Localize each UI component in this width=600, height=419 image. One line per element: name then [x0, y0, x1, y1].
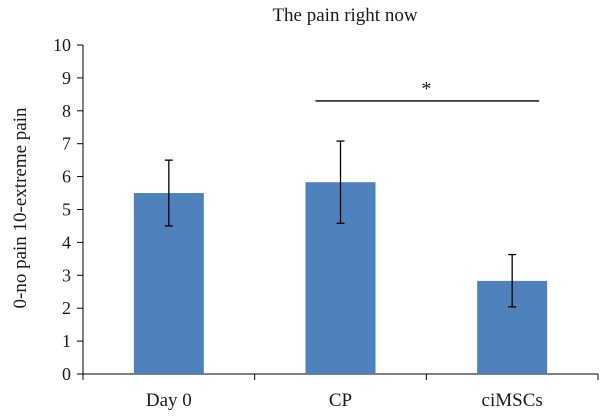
y-tick-label: 8 — [62, 101, 71, 121]
y-tick-label: 1 — [62, 331, 71, 351]
y-tick-label: 3 — [62, 265, 71, 285]
chart-title: The pain right now — [272, 5, 417, 26]
y-tick-label: 9 — [62, 68, 71, 88]
x-category-label: ciMSCs — [482, 390, 543, 411]
y-tick-label: 6 — [62, 167, 71, 187]
y-tick-label: 10 — [53, 35, 71, 55]
x-category-label: CP — [329, 390, 352, 411]
y-tick-label: 2 — [62, 298, 71, 318]
y-tick-label: 4 — [62, 232, 71, 252]
y-tick-label: 0 — [62, 364, 71, 384]
y-tick-label: 7 — [62, 134, 71, 154]
y-tick-label: 5 — [62, 200, 71, 220]
significance-label: * — [421, 78, 431, 100]
x-category-label: Day 0 — [146, 390, 192, 411]
y-axis-label: 0-no pain 10-extreme pain — [10, 107, 31, 309]
plot-area: 0 1 2 3 4 5 6 7 8 9 10 Day 0 CP ciMSCs * — [53, 35, 599, 411]
